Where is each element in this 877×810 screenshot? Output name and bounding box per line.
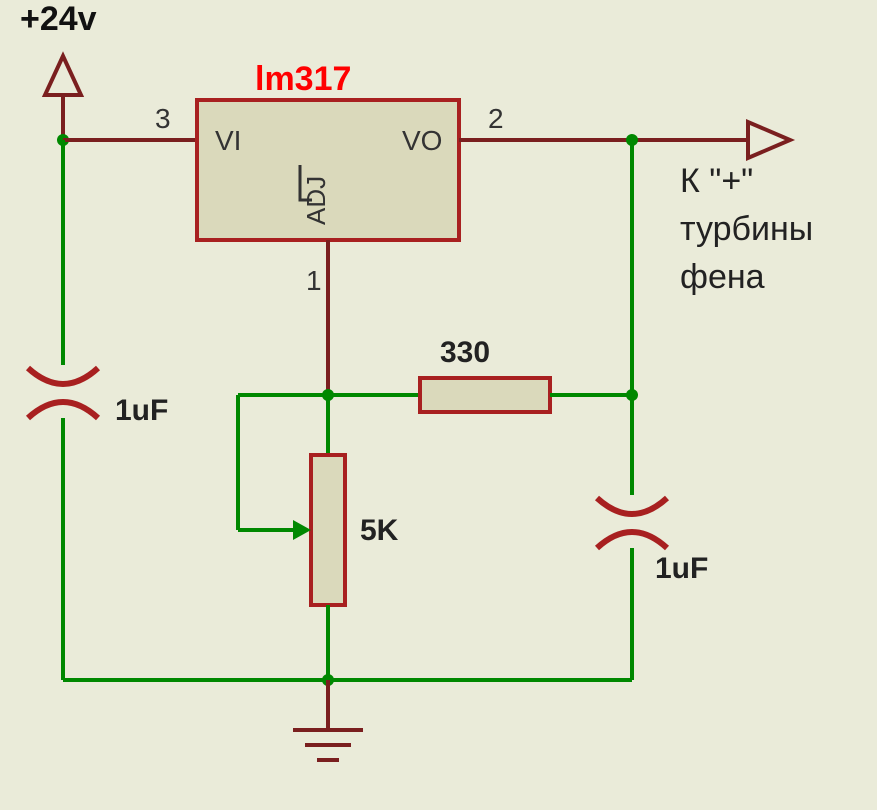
pin1-number: 1 xyxy=(306,265,322,296)
output-note-line1: К "+" xyxy=(680,162,753,200)
r1-value: 330 xyxy=(440,336,490,369)
c1-value: 1uF xyxy=(115,394,168,427)
output-note-line3: фена xyxy=(680,258,765,296)
output-note-line2: турбины xyxy=(680,210,813,248)
c2-value: 1uF xyxy=(655,552,708,585)
schematic-canvas: +24v 3 lm317 VI VO ADJ 2 К "+" турбины ф… xyxy=(0,0,877,810)
pot-value: 5K xyxy=(360,514,399,547)
potentiometer xyxy=(311,455,345,605)
supply-label: +24v xyxy=(20,0,97,38)
pin-vi-label: VI xyxy=(215,125,241,156)
pin2-number: 2 xyxy=(488,103,504,134)
resistor-r1 xyxy=(420,378,550,412)
pin3-number: 3 xyxy=(155,103,171,134)
pin-vo-label: VO xyxy=(402,125,442,156)
ic-name: lm317 xyxy=(255,60,351,98)
